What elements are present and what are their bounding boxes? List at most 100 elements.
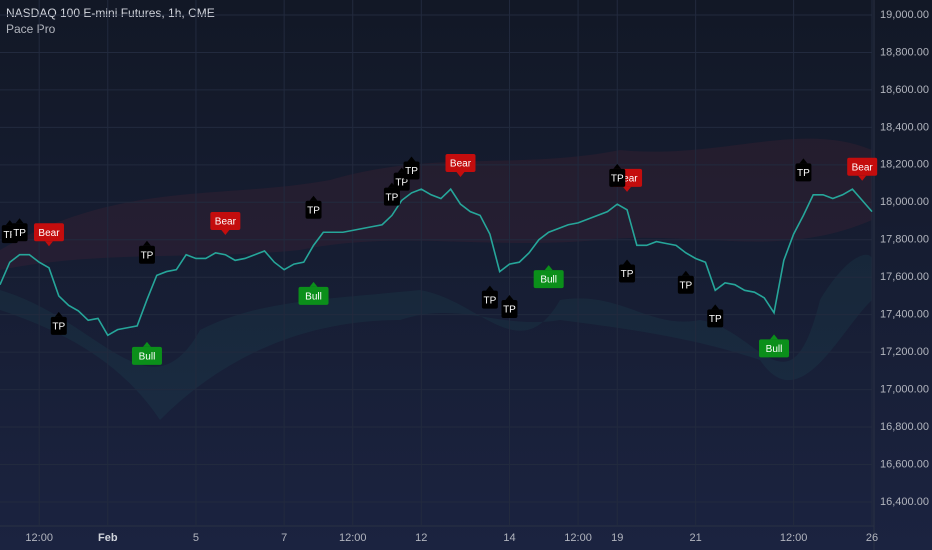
x-tick-label: 5	[193, 532, 199, 544]
signal-text: Bear	[38, 228, 60, 239]
x-tick-label: 7	[281, 532, 287, 544]
signal-label: Bear	[33, 223, 64, 247]
signal-label: TP	[707, 304, 724, 328]
y-tick-label: 17,200.00	[880, 346, 929, 358]
signal-box	[501, 300, 518, 319]
signal-pointer	[309, 195, 318, 201]
signal-pointer	[623, 186, 632, 192]
y-tick-label: 16,600.00	[880, 458, 929, 470]
indicator-name: Pace Pro	[6, 22, 56, 36]
x-tick-label: 19	[611, 532, 623, 544]
signal-box	[138, 245, 155, 264]
signal-pointer	[505, 295, 514, 301]
signal-box	[131, 346, 162, 365]
cloud-band	[0, 138, 872, 270]
signal-pointer	[485, 285, 494, 291]
signal-label: Bear	[847, 157, 878, 181]
signal-box	[481, 290, 498, 309]
signal-text: TP	[307, 205, 320, 216]
signal-box	[847, 157, 878, 176]
signal-text: TP	[395, 177, 408, 188]
signal-box	[305, 200, 322, 219]
signal-pointer	[681, 270, 690, 276]
signal-label: TP	[619, 259, 636, 283]
signal-text: TP	[386, 192, 399, 203]
signal-text: Bull	[139, 352, 156, 363]
signal-pointer	[623, 259, 632, 265]
signal-pointer	[456, 171, 465, 177]
signal-text: TP	[52, 322, 65, 333]
y-tick-label: 18,200.00	[880, 159, 929, 171]
y-tick-label: 17,600.00	[880, 271, 929, 283]
signal-box	[609, 168, 626, 187]
signal-pointer	[613, 163, 622, 169]
signal-label: TP	[50, 311, 67, 335]
signal-text: TP	[611, 174, 624, 185]
signal-text: Bear	[852, 162, 874, 173]
y-tick-label: 19,000.00	[880, 9, 929, 21]
signal-box	[298, 286, 329, 305]
signal-text: Bull	[540, 275, 557, 286]
signal-text: TP	[621, 269, 634, 280]
signal-label: Bull	[759, 334, 790, 358]
y-tick-label: 18,000.00	[880, 196, 929, 208]
signal-label: Bear	[210, 212, 241, 236]
signal-pointer	[142, 341, 151, 347]
signal-text: TP	[405, 166, 418, 177]
signal-label: TP	[609, 163, 626, 187]
signal-label: TP	[403, 156, 420, 180]
signal-label: TP	[677, 270, 694, 294]
y-tick-label: 16,800.00	[880, 421, 929, 433]
signal-pointer	[44, 241, 53, 247]
signal-pointer	[221, 230, 230, 236]
x-tick-label: 12:00	[780, 532, 808, 544]
signal-pointer	[309, 281, 318, 287]
x-tick-label: 12:00	[564, 532, 592, 544]
x-tick-label: 21	[690, 532, 702, 544]
signal-box	[210, 212, 241, 231]
signal-pointer	[799, 158, 808, 164]
x-tick-label: 12:00	[25, 532, 53, 544]
y-tick-label: 18,600.00	[880, 84, 929, 96]
signal-box	[795, 163, 812, 182]
y-tick-label: 18,400.00	[880, 121, 929, 133]
signal-pointer	[858, 175, 867, 181]
signal-label: TP	[305, 195, 322, 219]
signal-text: TP	[679, 280, 692, 291]
y-tick-label: 17,400.00	[880, 309, 929, 321]
signal-pointer	[544, 265, 553, 271]
signal-text: Bull	[305, 292, 322, 303]
signal-text: Bear	[616, 174, 638, 185]
signal-text: TP	[797, 168, 810, 179]
signal-label: TP	[11, 218, 28, 242]
signal-pointer	[54, 311, 63, 317]
signal-box	[707, 309, 724, 328]
x-tick-label: 12	[415, 532, 427, 544]
y-tick-label: 16,400.00	[880, 496, 929, 508]
signal-label: TP	[138, 240, 155, 264]
signal-text: Bear	[450, 159, 472, 170]
signal-box	[383, 187, 400, 206]
y-tick-label: 17,000.00	[880, 383, 929, 395]
signal-label: TP	[481, 285, 498, 309]
signal-pointer	[407, 156, 416, 162]
signal-box	[50, 316, 67, 335]
x-tick-label: Feb	[98, 532, 118, 544]
signal-box	[533, 270, 564, 289]
signal-pointer	[770, 334, 779, 340]
signal-pointer	[142, 240, 151, 246]
signal-box	[11, 223, 28, 242]
signal-text: TP	[141, 250, 154, 261]
signal-text: TP	[503, 305, 516, 316]
x-tick-label: 26	[866, 532, 878, 544]
chart-title: NASDAQ 100 E-mini Futures, 1h, CME	[6, 6, 215, 20]
y-tick-label: 18,800.00	[880, 46, 929, 58]
signal-box	[677, 275, 694, 294]
signal-label: TP	[501, 295, 518, 319]
signal-text: TP	[483, 295, 496, 306]
signal-pointer	[711, 304, 720, 310]
signal-pointer	[5, 220, 14, 226]
signal-label: Bull	[298, 281, 329, 305]
price-line	[0, 187, 873, 337]
